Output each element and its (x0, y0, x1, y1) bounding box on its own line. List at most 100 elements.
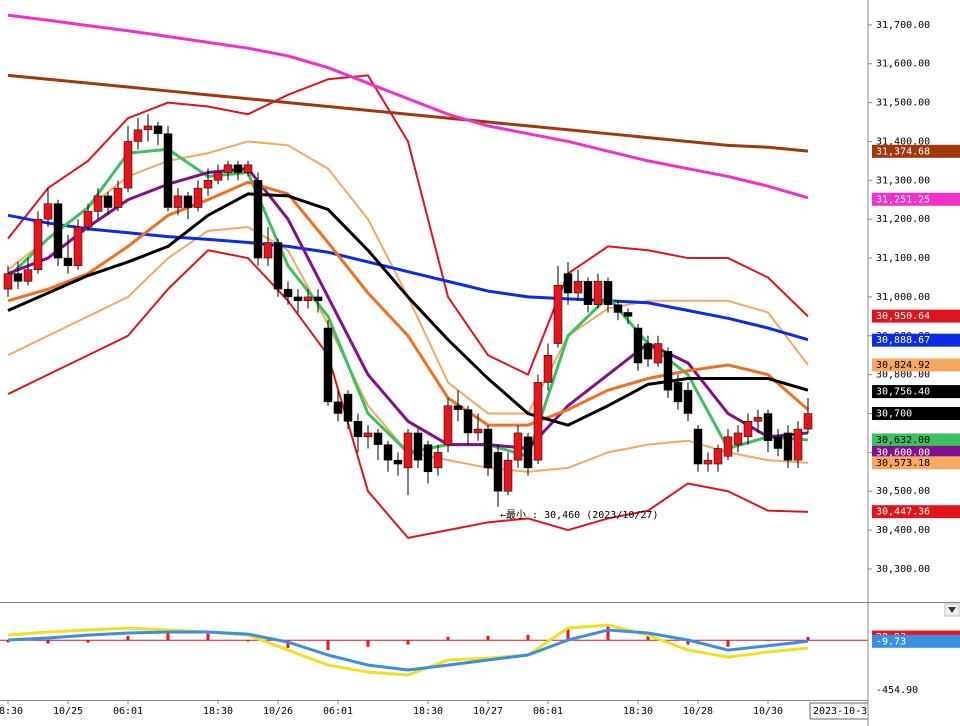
candle-body (33, 218, 43, 270)
candle-body (263, 242, 273, 259)
candle-body (63, 257, 73, 267)
menu-arrow (948, 607, 956, 613)
candle-body (453, 405, 463, 410)
x-tick-label: 18:30 (203, 706, 233, 717)
candle-body (623, 312, 633, 317)
price-label: 30,447.36 (876, 507, 930, 518)
price-label: 30,632.00 (876, 435, 930, 446)
candle-body (373, 432, 383, 445)
candle-body (793, 428, 803, 461)
candle-body (333, 401, 343, 414)
candle-body (443, 405, 453, 445)
candle-body (173, 195, 183, 208)
price-label: 30,573.18 (876, 458, 930, 469)
price-label: 30,600.00 (876, 447, 930, 458)
annotation: ←最小 : 30,460 (2023/10/27) (500, 509, 658, 521)
candle-body (283, 288, 293, 298)
candle-body (433, 452, 443, 469)
candle-body (123, 141, 133, 189)
y-tick-label: 30,400.00 (876, 525, 930, 536)
price-label: 30,756.40 (876, 387, 930, 398)
indicator-line (7, 73, 809, 153)
price-panel: ←最小 : 30,460 (2023/10/27) (3, 13, 813, 539)
candle-body (213, 172, 223, 181)
price-label-box (872, 358, 960, 372)
candle-body (293, 296, 303, 302)
y-tick-label: 30,800.00 (876, 370, 930, 381)
candle-body (243, 164, 253, 173)
candle-body (233, 164, 243, 173)
price-label-box (872, 144, 960, 158)
indicator-line (7, 180, 809, 427)
price-label: 31,251.25 (876, 194, 930, 205)
candle-body (753, 417, 763, 422)
y-tick-label: 31,000.00 (876, 292, 930, 303)
x-tick-label: 18:30 (0, 706, 23, 717)
y-tick-label: 31,500.00 (876, 98, 930, 109)
x-tick-label: 06:01 (323, 706, 353, 717)
candle-body (603, 281, 613, 305)
candle-body (543, 354, 553, 383)
candle-body (403, 432, 413, 469)
candle-body (463, 409, 473, 434)
indicator-line (7, 74, 809, 376)
candle-body (583, 281, 593, 305)
price-label: 30,888.67 (876, 335, 930, 346)
price-label-box (872, 456, 960, 470)
candle-body (743, 421, 753, 438)
candle-body (3, 273, 13, 290)
x-tick-label: 10/28 (683, 706, 713, 717)
price-label-box (872, 445, 960, 459)
y-tick-label: 30,500.00 (876, 486, 930, 497)
price-label: 30,824.92 (876, 360, 930, 371)
candle-body (553, 285, 563, 344)
candle-body (613, 304, 623, 313)
candle-body (393, 459, 403, 465)
candle-body (73, 226, 83, 267)
candle-body (83, 211, 93, 228)
candle-body (133, 129, 143, 142)
candle-body (593, 281, 603, 305)
candle-body (683, 389, 693, 414)
candle-body (763, 413, 773, 441)
y-tick-label: 31,300.00 (876, 175, 930, 186)
candle-body (473, 428, 483, 434)
macd-line (7, 623, 809, 677)
candle-body (653, 343, 663, 364)
x-tick-label: 10/27 (473, 706, 503, 717)
x-tick-label: 18:30 (413, 706, 443, 717)
candle-body (483, 428, 493, 469)
candle-body (803, 413, 813, 430)
price-axis: 30,300.00 30,400.00 30,500.00 30,600.00 30,7… (868, 20, 960, 697)
candle-body (673, 382, 683, 403)
price-label-box (872, 309, 960, 323)
candle-body (663, 351, 673, 391)
indicator-line (7, 192, 809, 427)
x-tick-label: 10/26 (263, 706, 293, 717)
candle-body (733, 432, 743, 445)
candle-body (43, 203, 53, 220)
candle-body (523, 436, 533, 469)
indicator-line (7, 167, 809, 450)
candle-body (693, 428, 703, 465)
candle-body (13, 273, 23, 282)
price-label-box (872, 192, 960, 206)
candle-body (103, 195, 113, 208)
candle-body (163, 133, 173, 208)
macd-panel (0, 623, 868, 677)
candle-body (353, 421, 363, 438)
candle-body (713, 448, 723, 465)
price-label: 30,950.64 (876, 311, 930, 322)
indicator-label: -9.73 (876, 636, 906, 647)
indicator-label-box (872, 683, 960, 697)
candle-body (643, 343, 653, 360)
candle-body (413, 432, 423, 461)
indicator-label: -454.90 (876, 685, 918, 696)
candle-body (703, 459, 713, 465)
x-tick-label: 06:01 (533, 706, 563, 717)
candle-body (563, 273, 573, 294)
candle-body (113, 187, 123, 208)
candle-body (193, 187, 203, 208)
candle-body (423, 444, 433, 473)
